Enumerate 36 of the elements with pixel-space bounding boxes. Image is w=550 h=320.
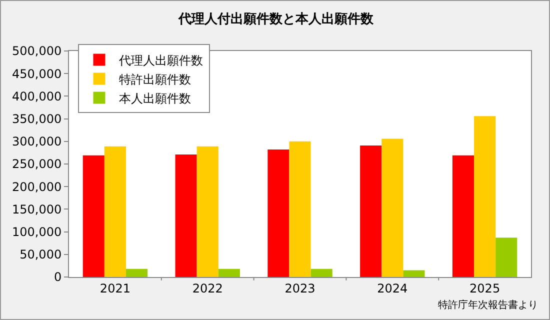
y-tick-label: 450,000 bbox=[12, 66, 62, 81]
y-tick-label: 500,000 bbox=[12, 44, 62, 58]
bar bbox=[496, 238, 518, 277]
y-tick-label: 200,000 bbox=[12, 180, 62, 194]
y-tick-label: 0 bbox=[54, 270, 62, 284]
y-tick-label: 400,000 bbox=[12, 89, 62, 104]
bar bbox=[360, 145, 382, 277]
y-tick-label: 250,000 bbox=[12, 157, 62, 172]
bar bbox=[382, 138, 404, 277]
x-tick-label: 2022 bbox=[192, 281, 223, 296]
bar bbox=[104, 146, 126, 277]
bar bbox=[474, 116, 496, 277]
y-tick-label: 150,000 bbox=[12, 202, 62, 216]
text: 特許庁年次報告書より bbox=[438, 299, 538, 311]
chart-title: 代理人付出願件数と本人出願件数 bbox=[178, 12, 374, 27]
bar bbox=[289, 141, 311, 277]
y-tick-label: 300,000 bbox=[12, 134, 62, 149]
bar bbox=[218, 268, 240, 277]
x-tick-label: 2025 bbox=[470, 281, 500, 296]
bar bbox=[196, 146, 218, 277]
bar bbox=[126, 268, 148, 277]
y-tick-label: 350,000 bbox=[12, 112, 62, 126]
bar bbox=[310, 268, 332, 277]
bar bbox=[403, 270, 425, 277]
bar bbox=[452, 155, 474, 277]
bar bbox=[175, 154, 197, 277]
x-tick-label: 2023 bbox=[284, 281, 316, 296]
x-tick-label: 2024 bbox=[377, 281, 408, 296]
legend-label: 本人出願件数 bbox=[119, 91, 192, 106]
legend-label: 特許出願件数 bbox=[119, 72, 192, 86]
y-tick-label: 100,000 bbox=[12, 225, 62, 239]
bar bbox=[268, 150, 290, 277]
legend-label: 代理人出願件数 bbox=[118, 53, 204, 68]
bar bbox=[82, 155, 104, 277]
x-tick-label: 2021 bbox=[100, 281, 130, 296]
y-tick-label: 50,000 bbox=[20, 248, 62, 262]
